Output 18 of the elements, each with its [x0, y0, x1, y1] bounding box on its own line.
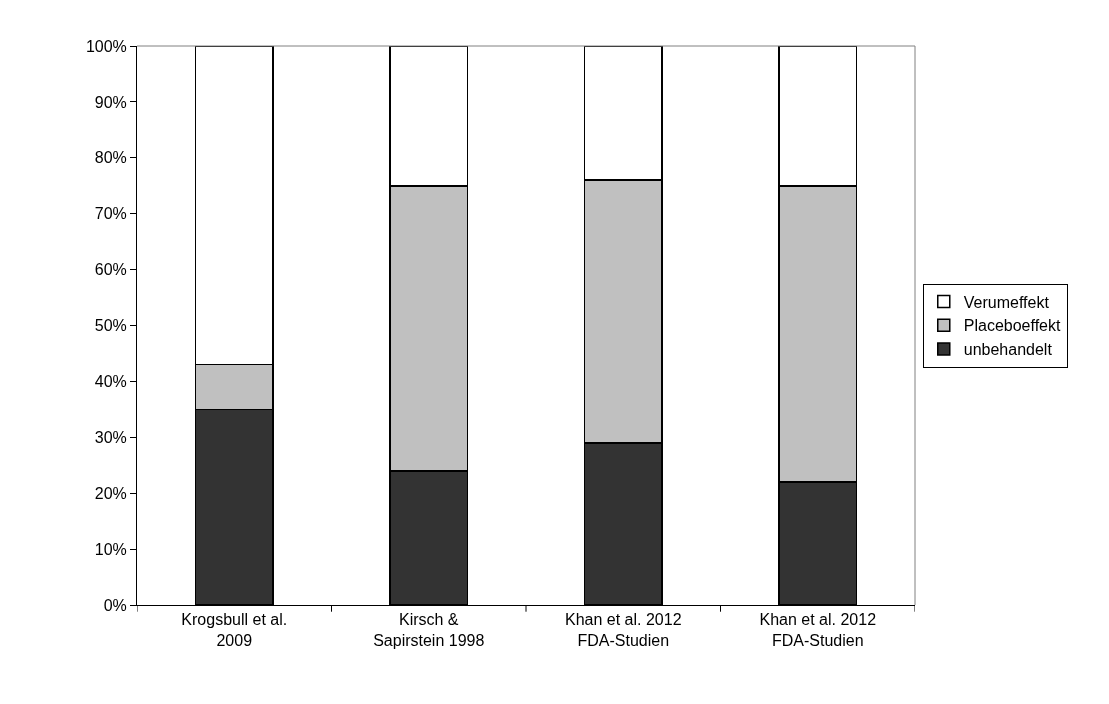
x-tick-label: Khan et al. 2012 FDA-Studien [564, 611, 682, 649]
x-tick-label: Khan et al. 2012 FDA-Studien [759, 611, 877, 649]
y-tick-label: 40% [94, 373, 127, 390]
y-tick-label: 20% [94, 484, 127, 502]
y-tick-label: 50% [94, 317, 127, 335]
y-tick-label: 0% [103, 596, 127, 614]
y-tick-label: 90% [94, 93, 127, 111]
x-tick-label: Krogsbull et al. 2009 [181, 611, 288, 649]
legend-label: Placeboeffekt [963, 317, 1061, 335]
legend-label: Verumeffekt [963, 293, 1050, 311]
legend-label: unbehandelt [963, 341, 1053, 359]
y-tick-label: 10% [94, 540, 127, 558]
x-tick-label: Kirsch & Sapirstein 1998 [373, 611, 485, 649]
y-tick-label: 30% [94, 428, 127, 446]
y-tick-label: 60% [94, 261, 127, 279]
y-tick-label: 70% [94, 205, 127, 223]
y-tick-label: 80% [94, 149, 127, 167]
y-tick-label: 100% [85, 37, 127, 55]
